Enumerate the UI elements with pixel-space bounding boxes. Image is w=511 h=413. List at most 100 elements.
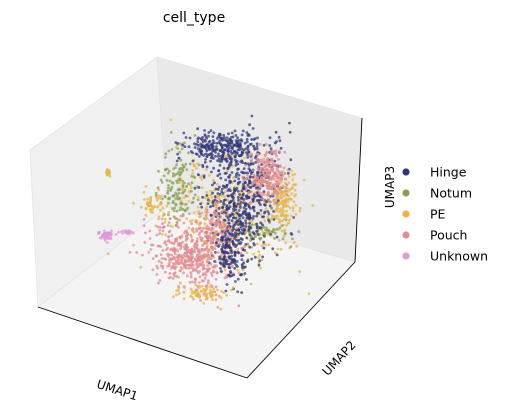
point-notum <box>190 181 194 185</box>
point-hinge <box>255 229 259 233</box>
point-pouch <box>219 215 223 219</box>
point-pouch <box>202 241 206 245</box>
point-pouch <box>211 235 215 239</box>
point-hinge <box>226 167 230 170</box>
point-pe <box>200 284 204 288</box>
point-pouch <box>184 266 188 270</box>
point-hinge <box>241 216 245 220</box>
point-hinge <box>253 255 257 259</box>
point-pouch <box>271 192 274 196</box>
point-pe <box>196 291 200 295</box>
point-hinge <box>206 153 210 156</box>
point-pouch <box>205 230 209 234</box>
point-hinge <box>232 203 236 206</box>
point-hinge <box>234 216 238 220</box>
point-notum <box>283 232 287 236</box>
point-pe <box>286 204 290 208</box>
point-pe <box>294 212 298 216</box>
point-pouch <box>244 189 248 192</box>
point-pe <box>139 205 143 209</box>
point-notum <box>176 195 179 198</box>
point-hinge <box>227 132 230 136</box>
point-pouch <box>258 143 262 146</box>
point-pouch <box>260 167 264 171</box>
point-hinge <box>196 143 200 147</box>
point-hinge <box>184 136 188 139</box>
point-hinge <box>279 146 283 150</box>
point-hinge <box>225 251 229 254</box>
point-pe <box>283 228 287 232</box>
point-pouch <box>185 246 189 250</box>
point-pe <box>160 232 164 236</box>
point-hinge <box>191 159 195 163</box>
point-hinge <box>276 199 280 203</box>
point-hinge <box>196 137 200 141</box>
point-pe <box>161 206 165 210</box>
point-pouch <box>218 222 222 225</box>
point-pe <box>276 214 279 218</box>
point-pouch <box>252 181 256 185</box>
point-hinge <box>248 222 251 225</box>
point-pouch <box>266 157 269 160</box>
point-pouch <box>187 257 191 261</box>
point-hinge <box>244 171 248 175</box>
point-pe <box>144 185 148 188</box>
point-hinge <box>220 157 224 161</box>
point-hinge <box>228 266 231 270</box>
point-hinge <box>226 153 230 156</box>
point-hinge <box>275 140 278 144</box>
point-pe <box>204 297 208 301</box>
point-pouch <box>168 272 172 275</box>
point-pouch <box>201 244 204 247</box>
point-hinge <box>261 223 264 227</box>
point-hinge <box>229 157 233 161</box>
point-pe <box>294 203 298 207</box>
point-hinge <box>228 155 232 159</box>
point-pouch <box>179 214 183 218</box>
point-hinge <box>275 235 279 239</box>
point-pe <box>279 209 283 213</box>
point-hinge <box>236 219 240 223</box>
point-pouch <box>226 213 230 217</box>
point-pouch <box>242 179 246 183</box>
point-hinge <box>229 161 233 164</box>
point-pouch <box>258 191 261 195</box>
point-hinge <box>205 149 209 153</box>
point-pe <box>291 209 295 212</box>
point-pe <box>147 201 151 205</box>
point-hinge <box>277 135 281 139</box>
point-pouch <box>173 257 177 260</box>
point-pouch <box>148 229 152 233</box>
point-notum <box>168 217 172 221</box>
point-pe <box>211 298 214 301</box>
point-hinge <box>267 212 271 216</box>
point-hinge <box>223 231 227 235</box>
point-pouch <box>214 203 218 207</box>
point-hinge <box>229 149 233 153</box>
point-pouch <box>176 255 179 259</box>
point-pouch <box>198 212 202 216</box>
point-pe <box>213 290 217 294</box>
point-pouch <box>181 214 185 218</box>
legend-marker-unknown <box>402 252 410 260</box>
point-hinge <box>253 146 257 150</box>
point-pouch <box>168 229 172 233</box>
point-pe <box>220 289 223 293</box>
x-axis-label: UMAP1 <box>95 377 139 403</box>
point-hinge <box>245 151 248 154</box>
point-notum <box>174 197 178 200</box>
point-pe <box>210 295 213 299</box>
point-hinge <box>244 222 248 225</box>
point-pouch <box>128 251 132 254</box>
point-hinge <box>288 121 291 125</box>
point-hinge <box>248 225 251 228</box>
point-hinge <box>244 212 248 216</box>
point-pouch <box>279 165 282 169</box>
point-pe <box>277 210 280 214</box>
point-hinge <box>227 245 231 249</box>
point-pouch <box>276 191 280 195</box>
point-pe <box>290 186 294 190</box>
point-pouch <box>239 251 243 255</box>
point-hinge <box>237 209 241 212</box>
point-hinge <box>286 171 290 175</box>
